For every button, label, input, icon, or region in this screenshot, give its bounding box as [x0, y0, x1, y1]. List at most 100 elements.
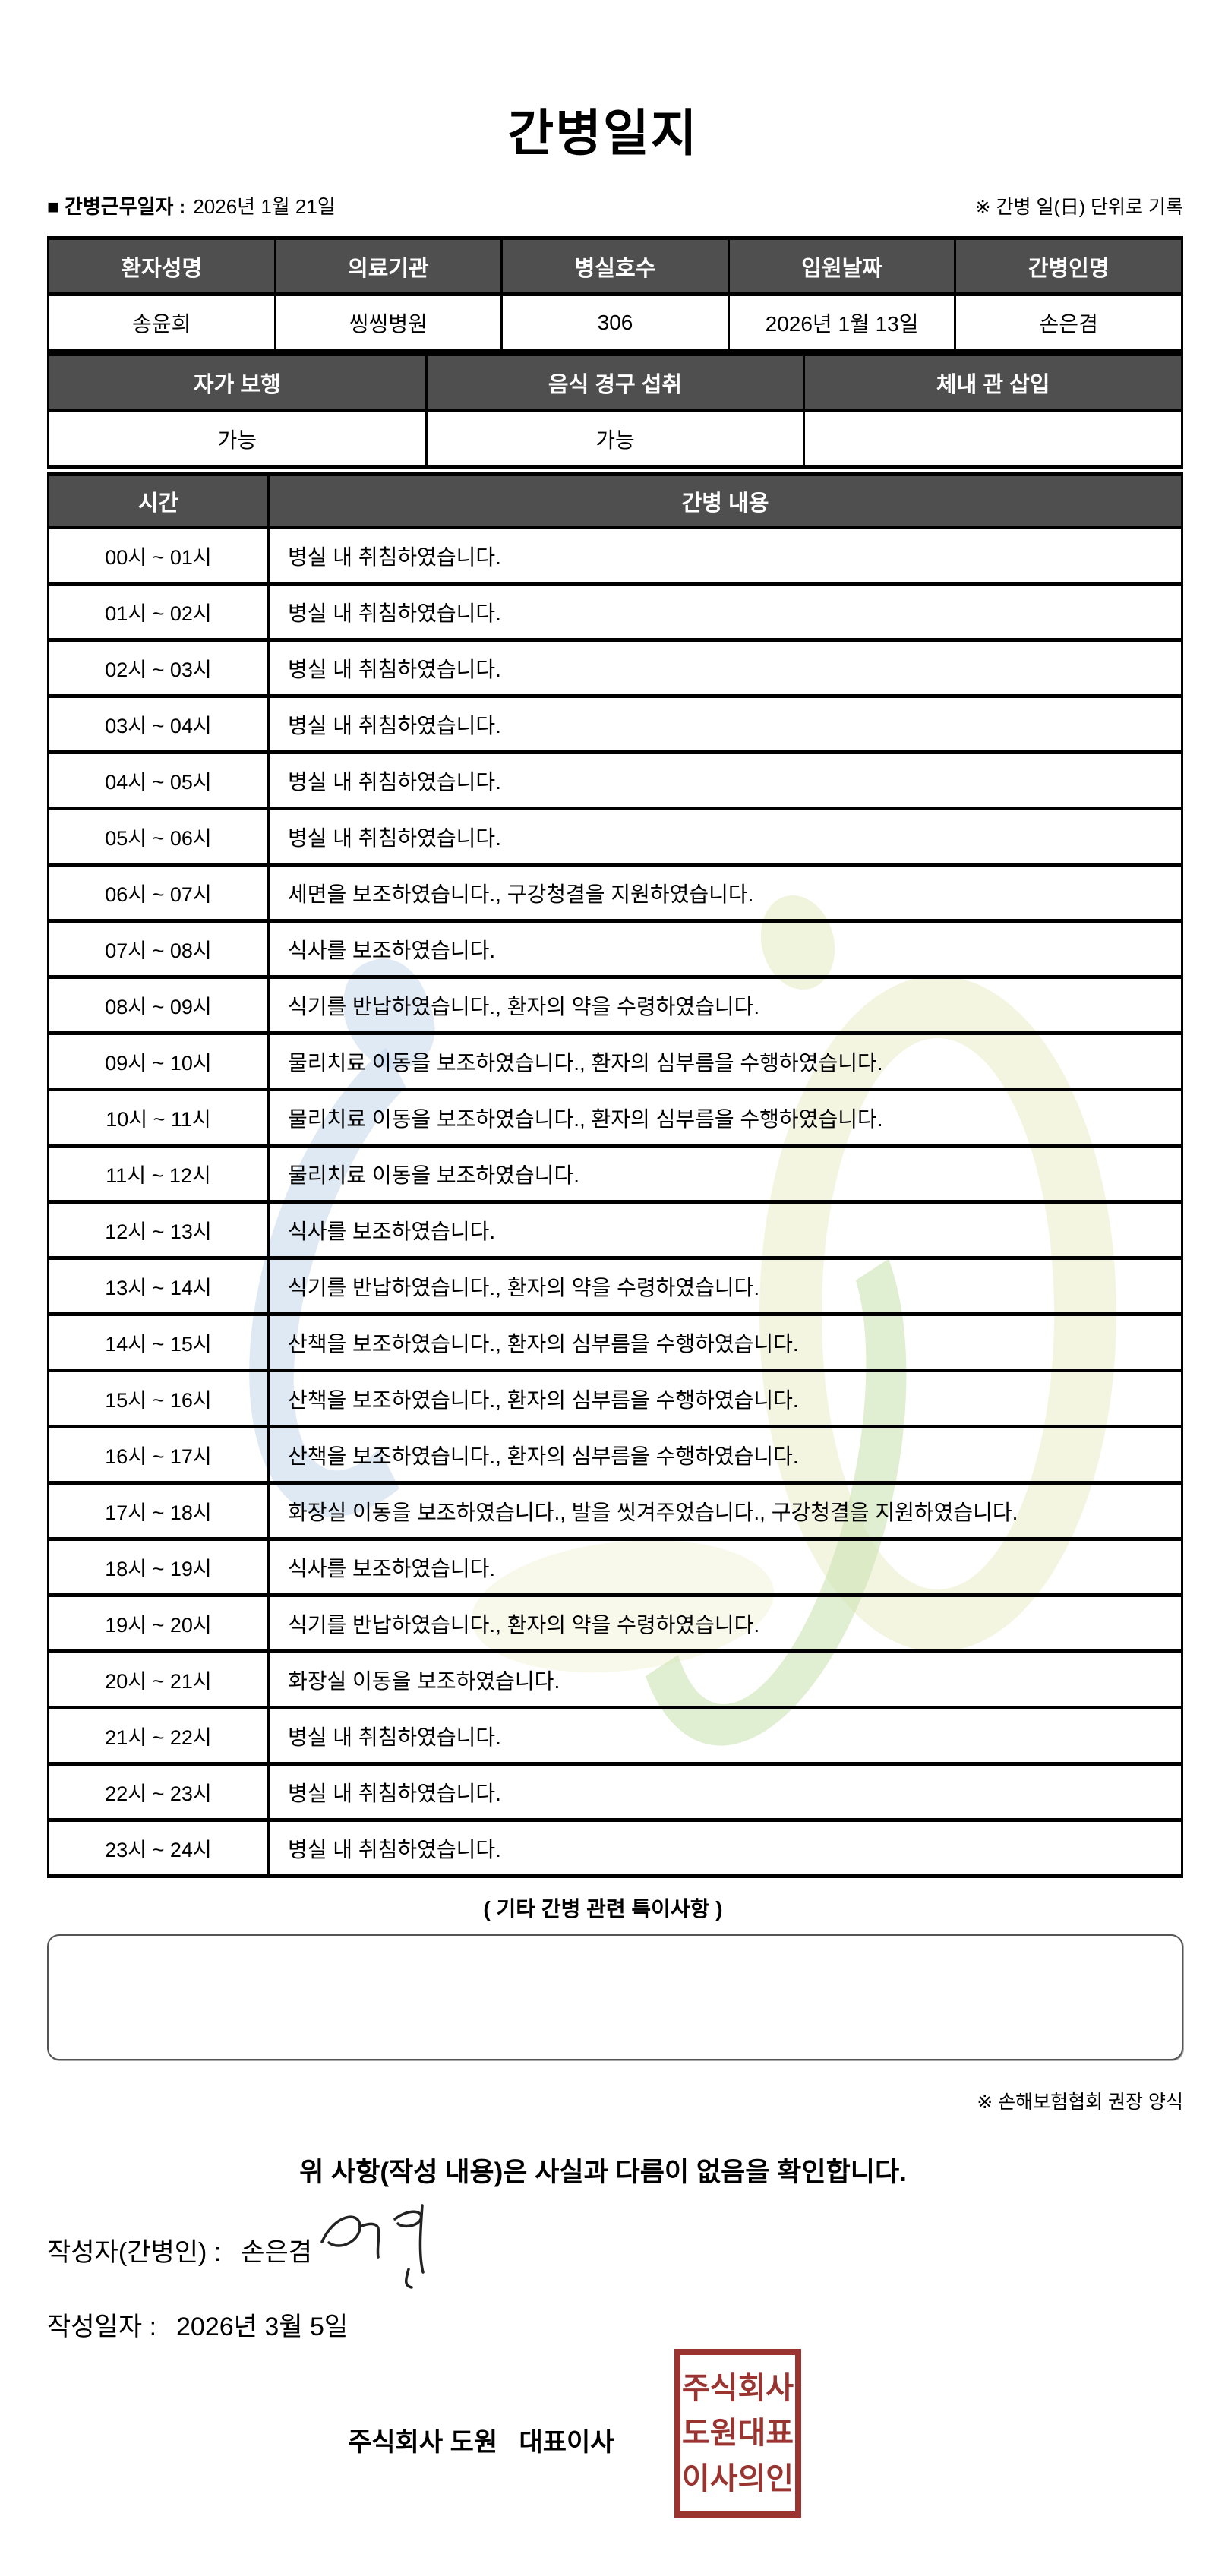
care-row: 15시 ~ 16시 산책을 보조하였습니다., 환자의 심부름을 수행하였습니다.: [47, 1368, 1183, 1428]
caregiver-name: 손은겸: [954, 292, 1183, 352]
care-time: 21시 ~ 22시: [47, 1706, 270, 1766]
admission-date: 2026년 1월 13일: [727, 292, 957, 352]
care-time: 11시 ~ 12시: [47, 1144, 270, 1204]
stamp-line-2: 도원대표: [681, 2417, 794, 2450]
care-content: 세면을 보조하였습니다., 구강청결을 지원하였습니다.: [267, 863, 1183, 923]
care-content: 식기를 반납하였습니다., 환자의 약을 수령하였습니다.: [267, 1256, 1183, 1316]
care-content: 물리치료 이동을 보조하였습니다.: [267, 1144, 1183, 1204]
care-time: 08시 ~ 09시: [47, 975, 270, 1035]
header-internal-tube: 체내 관 삽입: [803, 352, 1183, 412]
write-date-line: 작성일자 : 2026년 3월 5일: [47, 2306, 348, 2343]
oral-intake-value: 가능: [425, 409, 806, 469]
caregiver-signature-scribble: [320, 2204, 425, 2289]
care-content: 산책을 보조하였습니다., 환자의 심부름을 수행하였습니다.: [267, 1312, 1183, 1372]
care-content: 화장실 이동을 보조하였습니다.: [267, 1649, 1183, 1709]
care-row: 03시 ~ 04시 병실 내 취침하였습니다.: [47, 694, 1183, 754]
header-time: 시간: [47, 472, 270, 529]
writer-name: 손은겸: [241, 2238, 313, 2267]
care-content: 물리치료 이동을 보조하였습니다., 환자의 심부름을 수행하였습니다.: [267, 1088, 1183, 1148]
care-content: 식기를 반납하였습니다., 환자의 약을 수령하였습니다.: [267, 1593, 1183, 1653]
work-date-label: ■ 간병근무일자 :: [47, 195, 186, 218]
page-title: 간병일지: [507, 105, 699, 161]
care-content: 병실 내 취침하였습니다.: [267, 1706, 1183, 1766]
write-date-label: 작성일자 :: [47, 2312, 157, 2341]
care-time: 13시 ~ 14시: [47, 1256, 270, 1316]
care-row: 18시 ~ 19시 식사를 보조하였습니다.: [47, 1537, 1183, 1597]
header-caregiver-name: 간병인명: [954, 236, 1183, 296]
care-row: 23시 ~ 24시 병실 내 취침하였습니다.: [47, 1818, 1183, 1878]
care-time: 09시 ~ 10시: [47, 1031, 270, 1091]
care-row: 10시 ~ 11시 물리치료 이동을 보조하였습니다., 환자의 심부름을 수행하…: [47, 1088, 1183, 1148]
care-content: 산책을 보조하였습니다., 환자의 심부름을 수행하였습니다.: [267, 1425, 1183, 1485]
header-patient-name: 환자성명: [47, 236, 276, 296]
header-room-number: 병실호수: [500, 236, 730, 296]
header-medical-org: 의료기관: [273, 236, 504, 296]
care-content: 병실 내 취침하였습니다.: [267, 638, 1183, 698]
care-time: 14시 ~ 15시: [47, 1312, 270, 1372]
care-row: 16시 ~ 17시 산책을 보조하였습니다., 환자의 심부름을 수행하였습니다.: [47, 1425, 1183, 1485]
care-time: 17시 ~ 18시: [47, 1481, 270, 1541]
care-time: 02시 ~ 03시: [47, 638, 270, 698]
care-time: 04시 ~ 05시: [47, 750, 270, 810]
care-time: 16시 ~ 17시: [47, 1425, 270, 1485]
stamp-line-3: 이사의인: [681, 2461, 794, 2496]
care-row: 19시 ~ 20시 식기를 반납하였습니다., 환자의 약을 수령하였습니다.: [47, 1593, 1183, 1653]
care-row: 02시 ~ 03시 병실 내 취침하였습니다.: [47, 638, 1183, 698]
patient-ability-table: 자가 보행 음식 경구 섭취 체내 관 삽입 가능 가능: [47, 352, 1183, 469]
care-content: 병실 내 취침하였습니다.: [267, 582, 1183, 642]
care-row: 04시 ~ 05시 병실 내 취침하였습니다.: [47, 750, 1183, 810]
care-time: 15시 ~ 16시: [47, 1368, 270, 1428]
patient-info-table: 환자성명 의료기관 병실호수 입원날짜 간병인명 송윤희 씽씽병원 306 20…: [47, 236, 1183, 352]
care-time: 12시 ~ 13시: [47, 1200, 270, 1260]
care-row: 06시 ~ 07시 세면을 보조하였습니다., 구강청결을 지원하였습니다.: [47, 863, 1183, 923]
work-date-line: ■ 간병근무일자 : 2026년 1월 21일: [47, 191, 336, 219]
hourly-care-table: 시간 간병 내용 00시 ~ 01시 병실 내 취침하였습니다. 01시 ~ 02…: [47, 472, 1183, 1878]
care-content: 병실 내 취침하였습니다.: [267, 526, 1183, 586]
care-time: 00시 ~ 01시: [47, 526, 270, 586]
care-content: 식기를 반납하였습니다., 환자의 약을 수령하였습니다.: [267, 975, 1183, 1035]
care-content: 화장실 이동을 보조하였습니다., 발을 씻겨주었습니다., 구강청결을 지원하…: [267, 1481, 1183, 1541]
care-time: 06시 ~ 07시: [47, 863, 270, 923]
notes-box: [47, 1934, 1183, 2060]
care-content: 물리치료 이동을 보조하였습니다., 환자의 심부름을 수행하였습니다.: [267, 1031, 1183, 1091]
write-date-value: 2026년 3월 5일: [176, 2312, 349, 2341]
care-content: 병실 내 취침하였습니다.: [267, 750, 1183, 810]
recommended-form-note: ※ 손해보험협회 권장 양식: [977, 2091, 1183, 2113]
corporate-seal-stamp: 주식회사 도원대표 이사의인: [674, 2349, 801, 2518]
care-row: 21시 ~ 22시 병실 내 취침하였습니다.: [47, 1706, 1183, 1766]
self-walking-value: 가능: [47, 409, 428, 469]
care-row: 12시 ~ 13시 식사를 보조하였습니다.: [47, 1200, 1183, 1260]
writer-line: 작성자(간병인) : 손은겸: [47, 2231, 312, 2268]
notes-section-title: ( 기타 간병 관련 특이사항 ): [483, 1897, 723, 1921]
care-row: 17시 ~ 18시 화장실 이동을 보조하였습니다., 발을 씻겨주었습니다., …: [47, 1481, 1183, 1541]
care-row: 11시 ~ 12시 물리치료 이동을 보조하였습니다.: [47, 1144, 1183, 1204]
internal-tube-value: [803, 409, 1183, 469]
care-time: 03시 ~ 04시: [47, 694, 270, 754]
meta-row: ■ 간병근무일자 : 2026년 1월 21일 ※ 간병 일(日) 단위로 기록: [47, 191, 1183, 219]
care-row: 07시 ~ 08시 식사를 보조하였습니다.: [47, 919, 1183, 979]
care-time: 01시 ~ 02시: [47, 582, 270, 642]
care-row: 09시 ~ 10시 물리치료 이동을 보조하였습니다., 환자의 심부름을 수행하…: [47, 1031, 1183, 1091]
header-admission-date: 입원날짜: [727, 236, 957, 296]
care-row: 05시 ~ 06시 병실 내 취침하였습니다.: [47, 807, 1183, 867]
care-content: 산책을 보조하였습니다., 환자의 심부름을 수행하였습니다.: [267, 1368, 1183, 1428]
company-and-ceo-label: 주식회사 도원 대표이사: [348, 2428, 614, 2457]
care-content: 병실 내 취침하였습니다.: [267, 694, 1183, 754]
medical-org: 씽씽병원: [273, 292, 504, 352]
header-self-walking: 자가 보행: [47, 352, 428, 412]
care-time: 07시 ~ 08시: [47, 919, 270, 979]
care-row: 01시 ~ 02시 병실 내 취침하였습니다.: [47, 582, 1183, 642]
care-time: 18시 ~ 19시: [47, 1537, 270, 1597]
care-row: 08시 ~ 09시 식기를 반납하였습니다., 환자의 약을 수령하였습니다.: [47, 975, 1183, 1035]
care-time: 22시 ~ 23시: [47, 1762, 270, 1822]
writer-label: 작성자(간병인) :: [47, 2238, 222, 2267]
care-row: 22시 ~ 23시 병실 내 취침하였습니다.: [47, 1762, 1183, 1822]
care-row: 20시 ~ 21시 화장실 이동을 보조하였습니다.: [47, 1649, 1183, 1709]
stamp-line-1: 주식회사: [681, 2371, 794, 2405]
care-content: 식사를 보조하였습니다.: [267, 1200, 1183, 1260]
care-time: 23시 ~ 24시: [47, 1818, 270, 1878]
care-row: 13시 ~ 14시 식기를 반납하였습니다., 환자의 약을 수령하였습니다.: [47, 1256, 1183, 1316]
care-row: 14시 ~ 15시 산책을 보조하였습니다., 환자의 심부름을 수행하였습니다.: [47, 1312, 1183, 1372]
care-content: 병실 내 취침하였습니다.: [267, 807, 1183, 867]
